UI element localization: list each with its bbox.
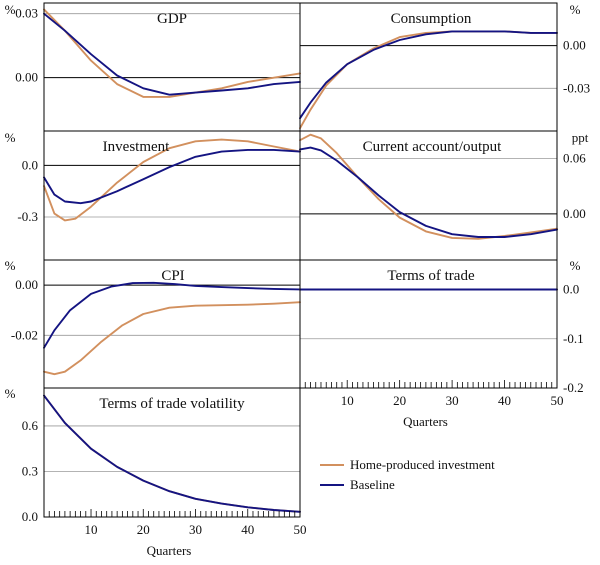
series-line-home-produced-gdp [43,8,301,98]
xtick-label-terms-of-trade-volatility: 30 [189,522,202,537]
ytick-label-terms-of-trade: -0.1 [563,331,584,346]
xaxis-title-terms-of-trade: Quarters [403,414,448,429]
panel-gdp: 0.03 0.00% GDP [5,2,301,132]
xaxis-title-terms-of-trade-volatility: Quarters [147,543,192,558]
ytick-label-cpi: 0.00 [15,277,38,292]
xtick-label-terms-of-trade-volatility: 40 [241,522,254,537]
ytick-label-terms-of-trade: 0.0 [563,282,579,297]
xtick-label-terms-of-trade: 20 [393,393,406,408]
series-line-baseline-gdp [43,12,301,96]
ytick-label-gdp: 0.03 [15,6,38,21]
series-line-home-produced-current-account-output [299,133,558,240]
panel-terms-of-trade: 0.0 -0.1 -0.2% 10 20 30 40 50 Quarters Terms of t… [299,258,584,429]
xtick-label-terms-of-trade-volatility: 20 [137,522,150,537]
xtick-label-terms-of-trade: 30 [446,393,459,408]
unit-label-investment: % [5,130,16,145]
xtick-label-terms-of-trade: 50 [551,393,564,408]
ytick-label-consumption: -0.03 [563,80,590,95]
series-line-baseline-current-account-output [299,146,558,238]
panel-title-terms-of-trade: Terms of trade [387,268,475,284]
panel-terms-of-trade-volatility: 0.6 0.3 0.0% 10 20 30 40 50 Quarters Terms of tra… [5,386,307,558]
series-line-baseline-cpi [43,281,301,349]
panel-title-consumption: Consumption [391,11,472,27]
ytick-label-terms-of-trade-volatility: 0.6 [22,418,39,433]
panel-cpi: 0.00 -0.02% CPI [5,258,301,389]
panel-title-current-account-output: Current account/output [363,139,503,155]
unit-label-gdp: % [5,2,16,17]
ytick-label-current-account-output: 0.06 [563,151,586,166]
legend: Home-produced investment Baseline [320,457,495,492]
xtick-label-terms-of-trade: 40 [498,393,511,408]
ytick-label-investment: 0.0 [22,157,38,172]
series-line-home-produced-terms-of-trade-volatility [43,394,301,513]
ytick-label-terms-of-trade-volatility: 0.0 [22,509,38,524]
panel-title-investment: Investment [103,139,170,155]
unit-label-current-account-output: ppt [572,130,589,145]
panel-title-gdp: GDP [157,11,187,27]
panel-title-terms-of-trade-volatility: Terms of trade volatility [99,396,245,412]
unit-label-terms-of-trade-volatility: % [5,386,16,401]
series-line-home-produced-investment [43,138,301,222]
series-line-baseline-terms-of-trade-volatility [43,394,301,513]
ytick-label-consumption: 0.00 [563,38,586,53]
ytick-label-terms-of-trade: -0.2 [563,380,584,395]
xtick-label-terms-of-trade: 10 [341,393,354,408]
panel-frame-terms-of-trade [299,259,558,389]
panel-title-cpi: CPI [161,268,184,284]
unit-label-terms-of-trade: % [570,258,581,273]
series-line-home-produced-cpi [43,301,301,376]
ytick-label-current-account-output: 0.00 [563,206,586,221]
series-line-baseline-investment [43,148,301,205]
panel-current-account-output: 0.06 0.00 ppt Current account/output [299,130,589,261]
unit-label-cpi: % [5,258,16,273]
xtick-label-terms-of-trade-volatility: 50 [294,522,307,537]
series-line-baseline-consumption [299,30,558,120]
ytick-label-cpi: -0.02 [11,327,38,342]
legend-label-baseline: Baseline [350,477,395,492]
panel-investment: 0.0 -0.3% Investment [5,130,301,261]
xtick-label-terms-of-trade-volatility: 10 [85,522,98,537]
unit-label-consumption: % [570,2,581,17]
panel-consumption: 0.00 -0.03% Consumption [299,2,590,132]
ytick-label-gdp: 0.00 [15,70,38,85]
legend-label-home-produced: Home-produced investment [350,457,495,472]
ytick-label-terms-of-trade-volatility: 0.3 [22,463,38,478]
panel-frame-terms-of-trade-volatility [43,387,301,518]
ytick-label-investment: -0.3 [17,209,38,224]
